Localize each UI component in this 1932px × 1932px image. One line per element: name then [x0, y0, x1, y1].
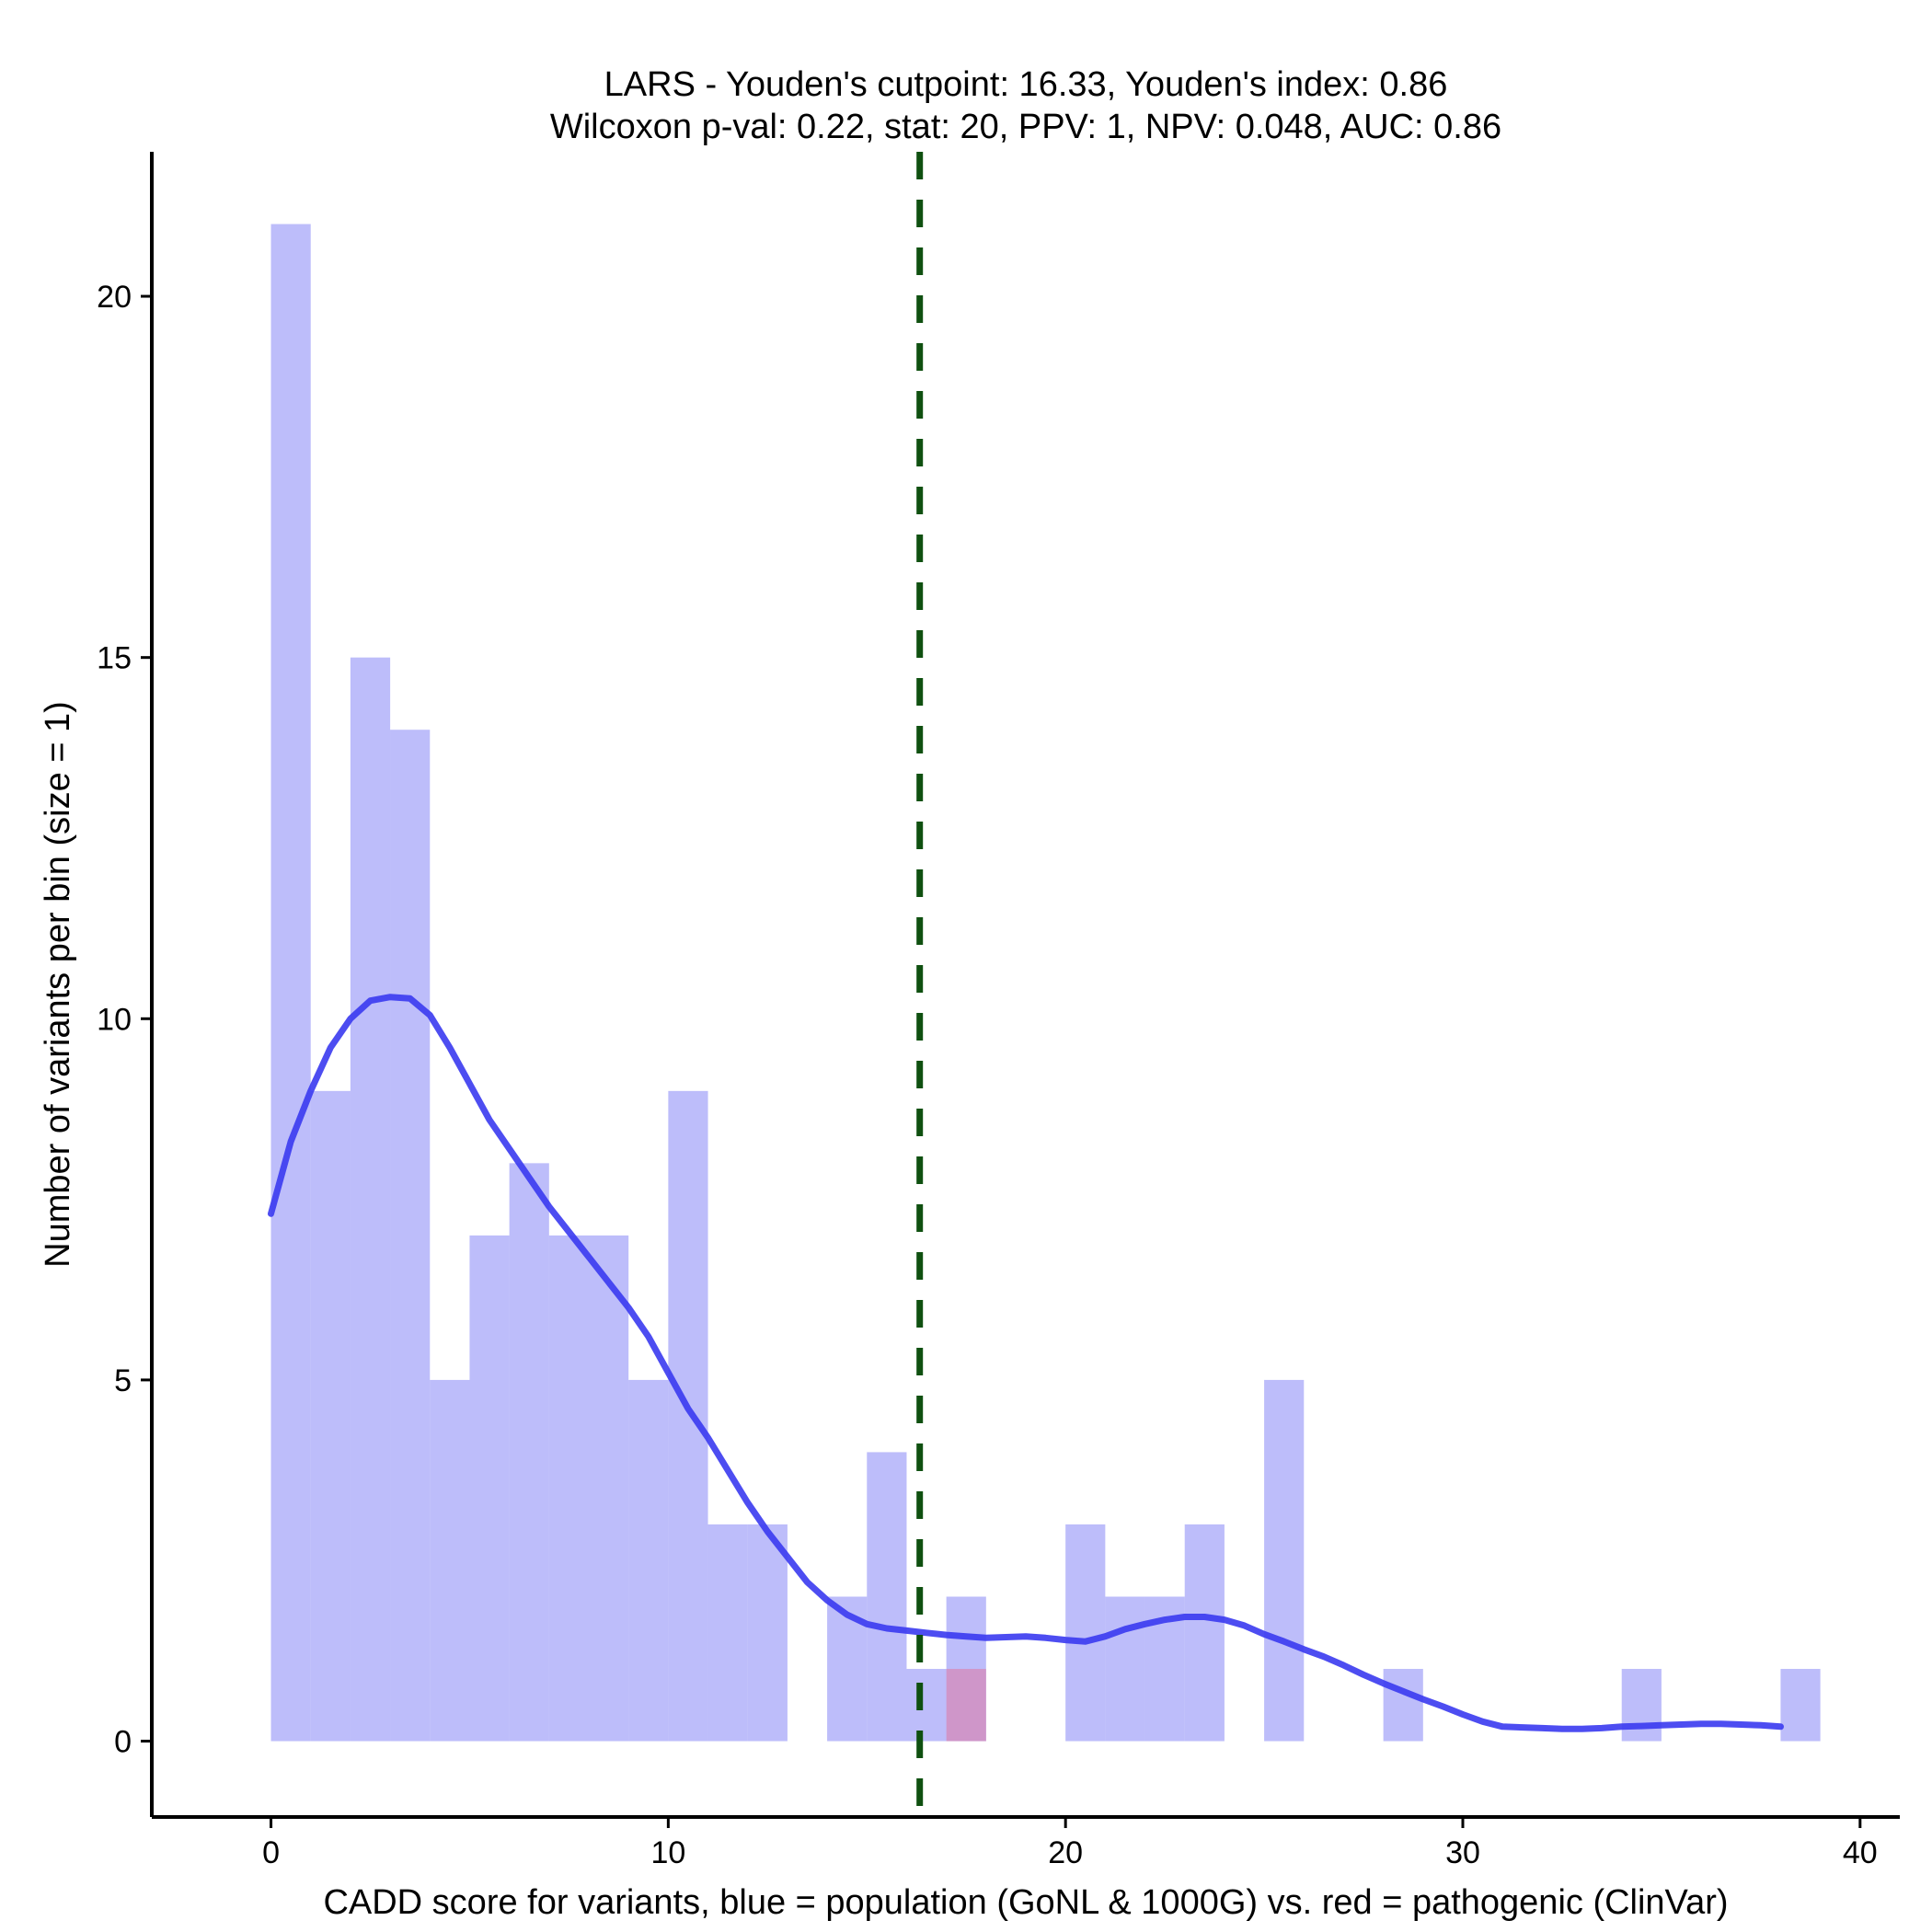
- x-tick-label: 0: [262, 1835, 280, 1870]
- population-bar: [1383, 1669, 1423, 1742]
- population-bar: [270, 224, 311, 1742]
- population-bar: [628, 1379, 669, 1742]
- population-bar: [1105, 1596, 1145, 1742]
- population-bar: [1065, 1524, 1106, 1742]
- population-bar: [430, 1379, 470, 1742]
- population-bar: [668, 1090, 708, 1742]
- x-tick-label: 40: [1843, 1835, 1878, 1870]
- y-tick-label: 20: [97, 280, 132, 315]
- pathogenic-bar: [946, 1669, 986, 1742]
- y-axis-ticks: 0 5 10 15 20: [97, 280, 152, 1760]
- population-bar: [867, 1452, 907, 1742]
- population-bar: [589, 1235, 629, 1742]
- x-tick-label: 30: [1445, 1835, 1480, 1870]
- population-bar: [1780, 1669, 1821, 1742]
- population-bar: [1184, 1524, 1225, 1742]
- population-bar: [1264, 1379, 1305, 1742]
- population-bar: [310, 1090, 351, 1742]
- x-axis-title: CADD score for variants, blue = populati…: [323, 1883, 1728, 1922]
- y-tick-label: 5: [114, 1363, 132, 1398]
- x-axis-ticks: 0 10 20 30 40: [262, 1817, 1878, 1870]
- y-tick-label: 10: [97, 1002, 132, 1037]
- population-bar: [906, 1669, 947, 1742]
- chart-title-line-1: LARS - Youden's cutpoint: 16.33, Youden'…: [604, 65, 1448, 104]
- population-bar: [509, 1163, 549, 1742]
- population-bar: [469, 1235, 510, 1742]
- population-bar: [390, 730, 431, 1742]
- x-tick-label: 10: [650, 1835, 685, 1870]
- density-curve: [268, 994, 1784, 1732]
- density-curve-layer: [268, 994, 1784, 1732]
- y-axis-title: Number of variants per bin (size = 1): [39, 701, 77, 1268]
- population-bar: [707, 1524, 748, 1742]
- chart-title-line-2: Wilcoxon p-val: 0.22, stat: 20, PPV: 1, …: [550, 108, 1501, 146]
- histogram-bars: [270, 224, 1821, 1742]
- population-bar: [548, 1235, 589, 1742]
- y-tick-label: 15: [97, 641, 132, 676]
- population-bar: [747, 1524, 788, 1742]
- y-tick-label: 0: [114, 1725, 132, 1760]
- x-tick-label: 20: [1048, 1835, 1083, 1870]
- population-bar: [350, 657, 391, 1742]
- population-bar: [1621, 1669, 1662, 1742]
